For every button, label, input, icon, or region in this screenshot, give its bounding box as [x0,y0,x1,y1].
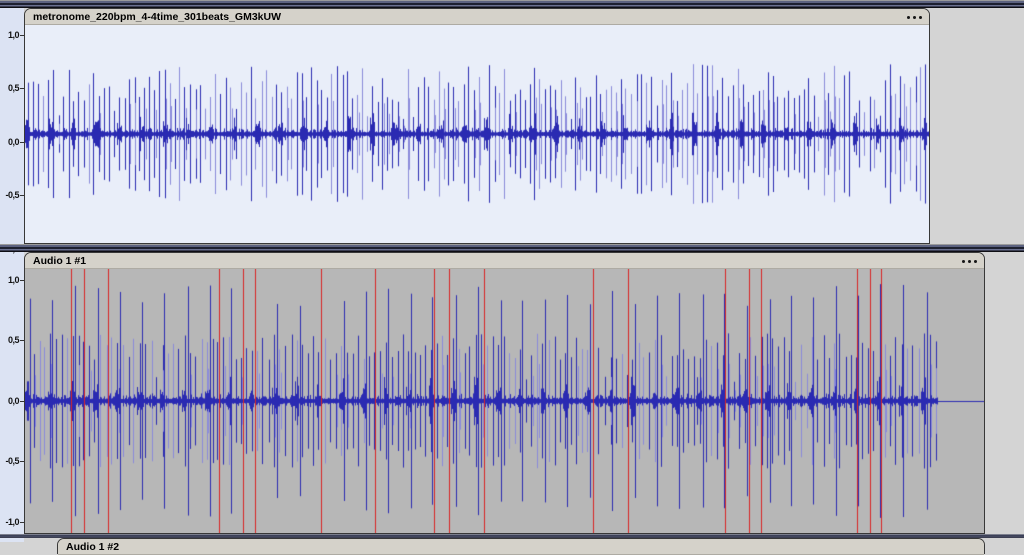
track-menu-ellipsis-icon[interactable] [962,259,977,263]
track-panel-metronome: metronome_220bpm_4-4time_301beats_GM3kUW [24,8,930,244]
ruler-tick [20,522,24,523]
track-title: Audio 1 #1 [33,255,87,267]
ruler-label: -0,5 [5,190,19,200]
track-title-bar-metronome[interactable]: metronome_220bpm_4-4time_301beats_GM3kUW [25,9,929,25]
ruler-tick [20,195,24,196]
ruler-tick [20,401,24,402]
waveform-canvas-metronome[interactable] [25,25,929,243]
ruler-label: -1,0 [5,517,19,527]
ruler-label: 0,0 [7,137,20,147]
track-title-bar-audio2[interactable]: Audio 1 #2 [58,539,984,555]
ruler-tick [20,340,24,341]
track-panel-audio2-clipped[interactable]: Audio 1 #2 [57,538,985,555]
track-panel-audio1: Audio 1 #1 [24,252,985,534]
ruler-label: 1,0 [7,275,20,285]
track-title-bar-audio1[interactable]: Audio 1 #1 [25,253,984,269]
track-title: Audio 1 #2 [66,541,120,553]
top-edge-bar [0,0,1024,8]
track-title: metronome_220bpm_4-4time_301beats_GM3kUW [33,11,282,23]
track-menu-ellipsis-icon[interactable] [907,15,922,19]
ruler-label: 0,0 [7,396,20,406]
ruler-tick [20,88,24,89]
amplitude-ruler-gutter[interactable]: 1,0 0,5 0,0 -0,5 -1,0 1,0 0,5 0,0 -0,5 -… [0,8,24,542]
ruler-tick [20,35,24,36]
ruler-tick [20,280,24,281]
ruler-tick [20,461,24,462]
ruler-label: 1,0 [7,30,20,40]
track-separator [0,244,1024,252]
ruler-label: 0,5 [7,335,20,345]
waveform-canvas-audio1[interactable] [25,269,984,533]
ruler-label: -0,5 [5,456,19,466]
track-separator [0,534,1024,538]
ruler-label: 0,5 [7,83,20,93]
ruler-tick [20,142,24,143]
